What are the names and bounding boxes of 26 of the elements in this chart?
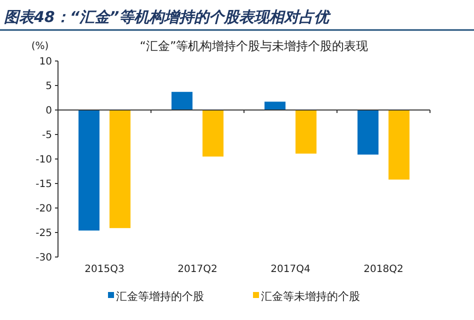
x-tick-label: 2018Q2 bbox=[364, 264, 404, 275]
y-tick-label: -25 bbox=[36, 228, 52, 239]
y-tick-label: -10 bbox=[36, 154, 52, 166]
y-tick-label: -5 bbox=[42, 130, 52, 141]
y-tick-label: 0 bbox=[46, 106, 52, 116]
y-tick-label: -30 bbox=[36, 252, 52, 264]
y-tick-label: -20 bbox=[36, 204, 52, 214]
x-tick-label: 2015Q3 bbox=[84, 264, 124, 275]
bar bbox=[296, 110, 316, 154]
x-tick-label: 2017Q4 bbox=[270, 264, 310, 275]
y-tick-label: 10 bbox=[39, 56, 52, 68]
bar bbox=[172, 92, 192, 110]
y-tick-label: 5 bbox=[46, 81, 52, 92]
bar bbox=[358, 110, 378, 155]
bar bbox=[78, 110, 100, 231]
bar bbox=[110, 110, 130, 228]
y-axis-title: (%) bbox=[31, 41, 49, 52]
legend-label: 汇金等增持的个股 bbox=[116, 290, 204, 303]
bar bbox=[388, 110, 410, 180]
chart-title: 图表48：“汇金”等机构增持的个股表现相对占优 bbox=[4, 8, 332, 26]
x-tick-label: 2017Q2 bbox=[178, 264, 218, 275]
y-tick-label: -15 bbox=[36, 179, 52, 190]
bar bbox=[202, 110, 224, 157]
bar bbox=[264, 102, 286, 110]
legend-label: 汇金等未增持的个股 bbox=[261, 290, 360, 303]
chart-subtitle: “汇金”等机构增持个股与未增持个股的表现 bbox=[140, 39, 368, 53]
